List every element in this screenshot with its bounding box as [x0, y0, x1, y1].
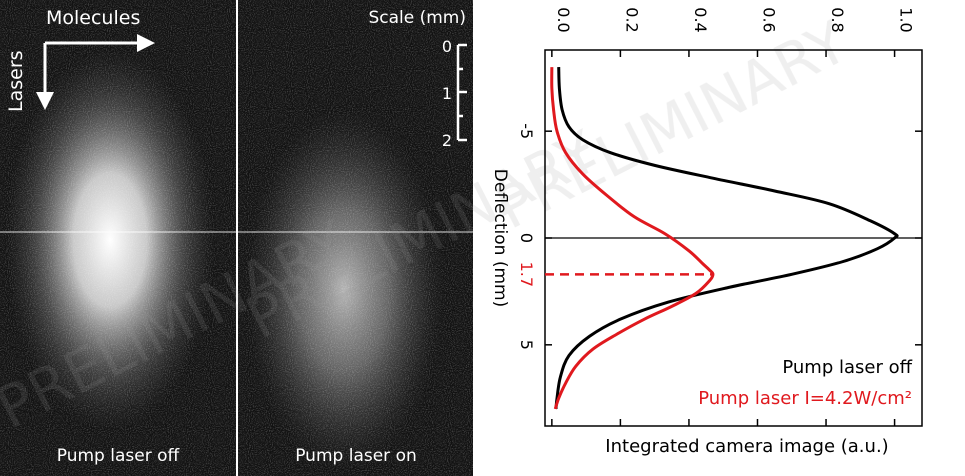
reference-lines [545, 237, 922, 276]
scale-tick-0: 0 [442, 37, 452, 56]
series-line-1 [550, 67, 715, 410]
camera-panels: Molecules Lasers Scale (mm) 0 1 2 Pump l… [0, 0, 473, 476]
molecules-label: Molecules [46, 7, 140, 29]
x-axis-label: Integrated camera image (a.u.) [605, 436, 888, 457]
x-ticks: 0.0 0.2 0.4 0.6 0.8 1.0 [551, 7, 916, 426]
scale-bar [456, 43, 467, 142]
x-tick-label: 1.0 [897, 7, 916, 32]
x-tick-label: 0.0 [554, 7, 573, 32]
annotation-label: 1.7 [517, 262, 536, 287]
x-tick-label: 0.6 [759, 7, 778, 32]
watermark-text-3: PRELIMINARY [485, 7, 858, 242]
series-line-0 [554, 67, 899, 410]
x-tick-label: 0.2 [622, 7, 641, 32]
panel-divider [236, 0, 238, 476]
molecules-arrow-head-icon [137, 34, 155, 52]
scale-tick-1: 1 [442, 84, 452, 103]
legend-entry-pump-on: Pump laser I=4.2W/cm² [698, 388, 912, 409]
panel-label-pump-off: Pump laser off [57, 446, 181, 466]
lasers-arrow-head-icon [36, 92, 54, 110]
x-tick-label: 0.4 [691, 7, 710, 32]
deflection-chart: 0.0 0.2 0.4 0.6 0.8 1.0 -5 0 5 1.7 Integrated c… [490, 7, 923, 457]
lasers-label: Lasers [5, 50, 27, 112]
y-tick-label: 0 [517, 233, 536, 243]
scale-title: Scale (mm) [368, 8, 466, 28]
panel-label-pump-on: Pump laser on [295, 446, 417, 466]
y-tick-label: -5 [517, 123, 536, 139]
curves [550, 67, 899, 410]
legend-entry-pump-off: Pump laser off [782, 357, 912, 378]
y-axis-label: Deflection (mm) [490, 169, 510, 307]
y-tick-label: 5 [517, 340, 536, 350]
x-tick-label: 0.8 [828, 7, 847, 32]
annotations: 1.7 [517, 262, 536, 287]
scale-tick-2: 2 [442, 131, 452, 150]
